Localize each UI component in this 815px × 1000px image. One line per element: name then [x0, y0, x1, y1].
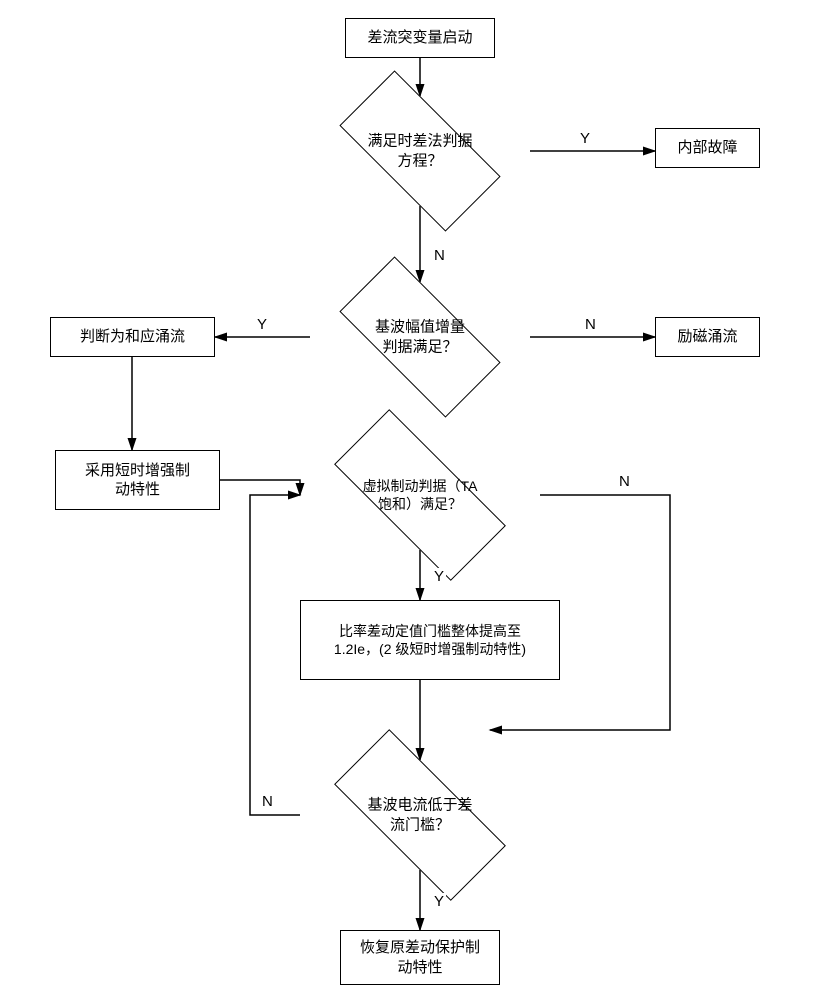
node-d1: 满足时差法判据方程？	[310, 96, 530, 206]
node-sympathetic-inrush: 判断为和应涌流	[50, 317, 215, 357]
node-internal-fault-label: 内部故障	[677, 138, 737, 158]
node-start-label: 差流突变量启动	[367, 28, 472, 48]
node-d2-label: 基波幅值增量判据满足？	[375, 319, 465, 356]
flowchart-canvas: 差流突变量启动 满足时差法判据方程？ 内部故障 基波幅值增量判据满足？ 判断为和…	[0, 0, 815, 1000]
node-restore-label: 恢复原差动保护制动特性	[360, 938, 480, 977]
edge-label: N	[260, 793, 275, 810]
node-restore: 恢复原差动保护制动特性	[340, 930, 500, 985]
node-d3: 虚拟制动判据（TA饱和）满足？	[300, 440, 540, 550]
node-raise-threshold: 比率差动定值门槛整体提高至1.2Ie，(2 级短时增强制动特性)	[300, 600, 560, 680]
node-d3-label: 虚拟制动判据（TA饱和）满足？	[363, 478, 478, 512]
node-short-enhance-label: 采用短时增强制动特性	[85, 461, 190, 500]
node-short-enhance: 采用短时增强制动特性	[55, 450, 220, 510]
edge-label: Y	[255, 316, 269, 333]
edge-label: Y	[578, 130, 592, 147]
node-internal-fault: 内部故障	[655, 128, 760, 168]
node-d4: 基波电流低于差流门槛？	[300, 760, 540, 870]
edge-label: Y	[432, 893, 446, 910]
edge-label: N	[583, 316, 598, 333]
node-magnetizing-inrush-label: 励磁涌流	[677, 327, 737, 347]
node-d2: 基波幅值增量判据满足？	[310, 282, 530, 392]
node-d1-label: 满足时差法判据方程？	[367, 133, 472, 170]
node-d4-label: 基波电流低于差流门槛？	[367, 797, 472, 834]
edge-label: Y	[432, 568, 446, 585]
node-magnetizing-inrush: 励磁涌流	[655, 317, 760, 357]
edge-label: N	[617, 473, 632, 490]
edge-label: N	[432, 247, 447, 264]
node-sympathetic-inrush-label: 判断为和应涌流	[80, 327, 185, 347]
node-start: 差流突变量启动	[345, 18, 495, 58]
node-raise-threshold-label: 比率差动定值门槛整体提高至1.2Ie，(2 级短时增强制动特性)	[334, 622, 526, 658]
